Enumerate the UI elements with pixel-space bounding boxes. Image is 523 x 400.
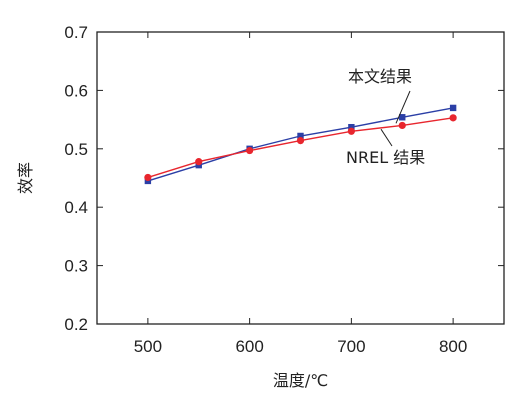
series-2-point [144, 173, 152, 182]
series-layer [144, 104, 457, 185]
series-2-point [398, 121, 406, 130]
y-axis-ticks: 0.2 0.3 0.4 0.5 0.6 0.7 [64, 23, 504, 334]
series-1-point [399, 114, 406, 121]
y-tick-label: 0.2 [64, 315, 88, 334]
series-1-point [348, 123, 355, 131]
plot-frame [96, 31, 505, 325]
series-line-1 [147, 107, 454, 182]
annotation-layer: 本文结果 NREL 结果 [346, 67, 425, 167]
series-1-point [449, 104, 457, 112]
plot-border [96, 31, 505, 325]
series-2-point [449, 114, 457, 122]
y-tick-label: 0.3 [64, 257, 88, 276]
y-tick-label: 0.7 [64, 23, 88, 42]
series-2-point [246, 146, 254, 155]
series-1-point [297, 132, 304, 140]
annotation-label-ours: 本文结果 [348, 67, 412, 86]
y-axis-title: 效率 [16, 162, 35, 194]
x-tick-label: 600 [235, 337, 263, 356]
annotation-leader-nrel [380, 128, 393, 147]
y-tick-label: 0.5 [64, 140, 88, 159]
series-2-point [195, 158, 203, 166]
annotation-leader-ours [395, 90, 411, 124]
annotation-label-nrel: NREL 结果 [346, 148, 425, 167]
x-tick-label: 800 [439, 337, 467, 356]
y-tick-label: 0.6 [64, 81, 88, 100]
series-2-point [347, 127, 355, 135]
x-tick-label: 500 [134, 337, 162, 356]
x-tick-label: 700 [337, 337, 365, 356]
y-tick-label: 0.4 [64, 198, 88, 217]
x-axis-title: 温度/℃ [273, 371, 328, 390]
series-2-point [296, 137, 305, 145]
x-axis-ticks: 500 600 700 800 [134, 32, 467, 356]
